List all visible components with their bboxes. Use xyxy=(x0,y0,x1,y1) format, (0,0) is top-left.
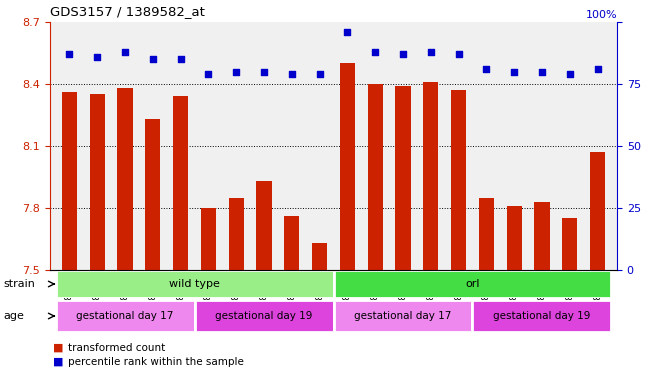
Bar xyxy=(562,218,578,384)
Text: gestational day 19: gestational day 19 xyxy=(215,311,313,321)
Text: orl: orl xyxy=(465,279,480,289)
Point xyxy=(453,51,464,57)
Text: 100%: 100% xyxy=(585,10,617,20)
Point xyxy=(564,71,575,77)
Point xyxy=(119,49,130,55)
Point xyxy=(259,68,269,74)
Bar xyxy=(368,84,383,384)
Bar xyxy=(195,300,333,332)
Point xyxy=(203,71,214,77)
Point xyxy=(64,51,75,57)
Point xyxy=(509,68,519,74)
Point xyxy=(176,56,186,62)
Bar xyxy=(55,300,195,332)
Text: gestational day 17: gestational day 17 xyxy=(77,311,174,321)
Bar xyxy=(535,202,550,384)
Text: gestational day 19: gestational day 19 xyxy=(493,311,591,321)
Point xyxy=(481,66,492,72)
Text: age: age xyxy=(3,311,24,321)
Point xyxy=(92,54,102,60)
Text: gestational day 17: gestational day 17 xyxy=(354,311,451,321)
Text: transformed count: transformed count xyxy=(68,343,165,353)
Bar xyxy=(312,243,327,384)
Point xyxy=(398,51,409,57)
Text: percentile rank within the sample: percentile rank within the sample xyxy=(68,357,244,367)
Point xyxy=(231,68,242,74)
Point xyxy=(537,68,547,74)
Bar xyxy=(451,90,466,384)
Point xyxy=(592,66,603,72)
Text: ■: ■ xyxy=(53,357,64,367)
Point xyxy=(314,71,325,77)
Point xyxy=(370,49,380,55)
Bar xyxy=(256,181,272,384)
Bar xyxy=(590,152,605,384)
Bar xyxy=(55,270,333,298)
Bar xyxy=(340,63,355,384)
Bar xyxy=(201,208,216,384)
Bar xyxy=(228,198,244,384)
Bar xyxy=(395,86,411,384)
Bar xyxy=(62,92,77,384)
Bar xyxy=(333,300,473,332)
Bar xyxy=(473,300,611,332)
Bar xyxy=(333,270,611,298)
Point xyxy=(426,49,436,55)
Text: GDS3157 / 1389582_at: GDS3157 / 1389582_at xyxy=(50,5,205,18)
Bar xyxy=(117,88,133,384)
Bar xyxy=(506,206,522,384)
Point xyxy=(286,71,297,77)
Bar xyxy=(145,119,160,384)
Bar xyxy=(284,216,300,384)
Bar xyxy=(90,94,105,384)
Bar xyxy=(173,96,188,384)
Bar xyxy=(478,198,494,384)
Point xyxy=(342,29,352,35)
Text: wild type: wild type xyxy=(169,279,220,289)
Point xyxy=(148,56,158,62)
Text: ■: ■ xyxy=(53,343,64,353)
Text: strain: strain xyxy=(3,279,35,289)
Bar xyxy=(423,82,438,384)
